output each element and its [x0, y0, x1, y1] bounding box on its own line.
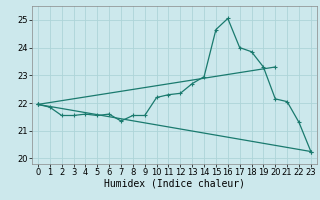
X-axis label: Humidex (Indice chaleur): Humidex (Indice chaleur) [104, 179, 245, 189]
